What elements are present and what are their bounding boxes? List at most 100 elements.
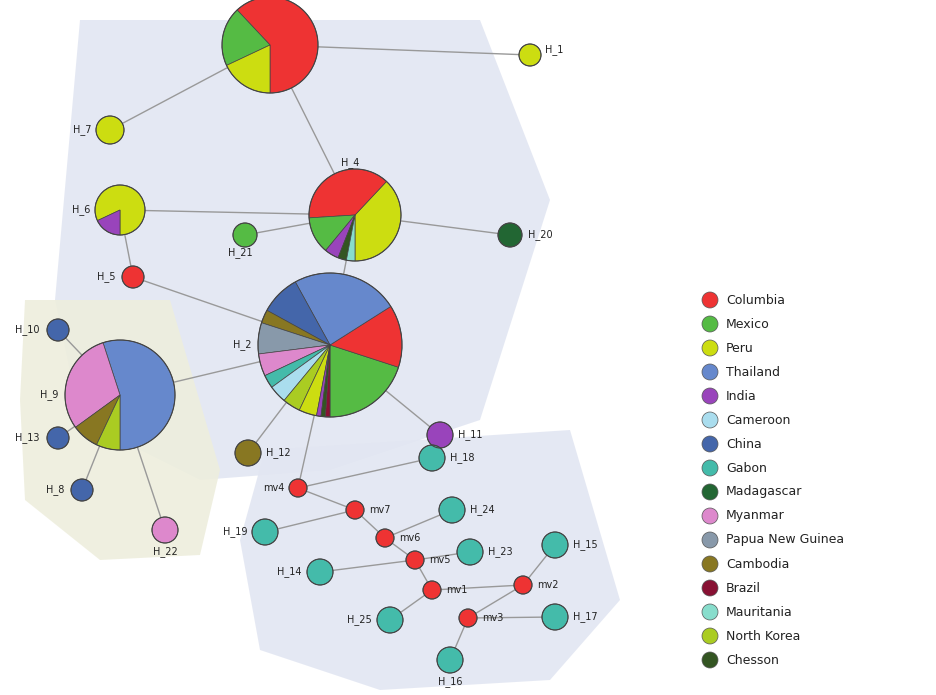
- Circle shape: [702, 652, 718, 668]
- Wedge shape: [96, 395, 120, 450]
- Wedge shape: [457, 539, 483, 565]
- Polygon shape: [20, 300, 220, 560]
- Wedge shape: [355, 181, 401, 261]
- Wedge shape: [406, 551, 424, 569]
- Text: H_24: H_24: [470, 505, 494, 516]
- Text: mv7: mv7: [369, 505, 390, 515]
- Text: Columbia: Columbia: [726, 293, 785, 306]
- Text: Chesson: Chesson: [726, 653, 779, 667]
- Text: Peru: Peru: [726, 341, 753, 354]
- Text: H_9: H_9: [39, 389, 58, 400]
- Wedge shape: [97, 210, 120, 235]
- Wedge shape: [498, 223, 522, 247]
- Wedge shape: [307, 559, 333, 585]
- Wedge shape: [96, 116, 124, 144]
- Wedge shape: [261, 310, 330, 345]
- Circle shape: [702, 532, 718, 548]
- Wedge shape: [514, 576, 532, 594]
- Wedge shape: [346, 215, 355, 261]
- Text: H_4: H_4: [341, 158, 359, 168]
- Text: Myanmar: Myanmar: [726, 509, 784, 523]
- Wedge shape: [103, 340, 175, 450]
- Text: H_7: H_7: [74, 124, 92, 136]
- Text: H_16: H_16: [438, 676, 462, 687]
- Wedge shape: [267, 282, 330, 345]
- Wedge shape: [258, 345, 330, 376]
- Text: H_19: H_19: [223, 527, 247, 537]
- Wedge shape: [271, 345, 330, 400]
- Wedge shape: [423, 581, 441, 599]
- Text: Brazil: Brazil: [726, 582, 761, 594]
- Text: Cambodia: Cambodia: [726, 557, 789, 571]
- Text: H_6: H_6: [72, 204, 90, 215]
- Circle shape: [702, 292, 718, 308]
- Wedge shape: [377, 607, 403, 633]
- Text: North Korea: North Korea: [726, 630, 800, 642]
- Circle shape: [702, 340, 718, 356]
- Wedge shape: [289, 479, 307, 497]
- Circle shape: [702, 316, 718, 332]
- Text: mv1: mv1: [446, 585, 467, 595]
- Wedge shape: [346, 501, 364, 519]
- Wedge shape: [427, 422, 453, 448]
- Wedge shape: [519, 44, 541, 66]
- Text: H_15: H_15: [573, 539, 597, 550]
- Wedge shape: [47, 427, 69, 449]
- Text: Madagascar: Madagascar: [726, 486, 802, 498]
- Circle shape: [702, 364, 718, 380]
- Text: India: India: [726, 389, 756, 402]
- Wedge shape: [296, 273, 391, 345]
- Text: mv4: mv4: [263, 483, 284, 493]
- Text: Papua New Guinea: Papua New Guinea: [726, 534, 844, 546]
- Wedge shape: [321, 345, 330, 417]
- Wedge shape: [330, 306, 402, 367]
- Text: mv2: mv2: [537, 580, 559, 590]
- Text: H_1: H_1: [545, 44, 563, 56]
- Text: H_25: H_25: [347, 614, 372, 626]
- Wedge shape: [439, 497, 465, 523]
- Wedge shape: [542, 532, 568, 558]
- Wedge shape: [222, 10, 270, 65]
- Circle shape: [702, 508, 718, 524]
- Text: mv6: mv6: [399, 533, 420, 543]
- Circle shape: [702, 388, 718, 404]
- Circle shape: [702, 436, 718, 452]
- Wedge shape: [265, 345, 330, 387]
- Text: Thailand: Thailand: [726, 366, 780, 379]
- Wedge shape: [122, 266, 144, 288]
- Wedge shape: [233, 223, 257, 247]
- Text: H_18: H_18: [450, 452, 475, 464]
- Text: H_2: H_2: [233, 340, 252, 350]
- Text: Mexico: Mexico: [726, 318, 769, 331]
- Circle shape: [702, 628, 718, 644]
- Wedge shape: [95, 185, 145, 235]
- Wedge shape: [252, 519, 278, 545]
- Circle shape: [702, 460, 718, 476]
- Text: H_13: H_13: [16, 432, 40, 443]
- Wedge shape: [47, 319, 69, 341]
- Text: H_5: H_5: [96, 272, 115, 282]
- Polygon shape: [240, 430, 620, 690]
- Circle shape: [702, 484, 718, 500]
- Text: H_17: H_17: [573, 612, 597, 623]
- Circle shape: [702, 604, 718, 620]
- Text: Gabon: Gabon: [726, 461, 767, 475]
- Wedge shape: [309, 215, 355, 250]
- Wedge shape: [330, 345, 399, 417]
- Text: H_8: H_8: [46, 484, 64, 496]
- Wedge shape: [237, 0, 318, 93]
- Wedge shape: [326, 345, 330, 417]
- Wedge shape: [309, 169, 387, 218]
- Text: H_23: H_23: [488, 546, 513, 557]
- Wedge shape: [65, 343, 120, 427]
- Text: H_12: H_12: [266, 448, 290, 459]
- Wedge shape: [542, 604, 568, 630]
- Polygon shape: [55, 20, 550, 480]
- Wedge shape: [76, 395, 120, 445]
- Circle shape: [702, 556, 718, 572]
- Wedge shape: [300, 345, 330, 416]
- Wedge shape: [376, 529, 394, 547]
- Text: H_22: H_22: [153, 546, 178, 557]
- Circle shape: [702, 580, 718, 596]
- Text: H_14: H_14: [277, 566, 302, 578]
